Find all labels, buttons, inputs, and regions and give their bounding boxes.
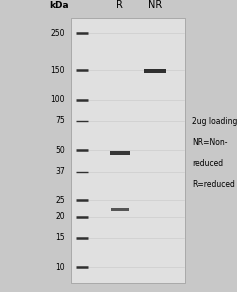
Text: 100: 100 — [51, 95, 65, 104]
Text: R=reduced: R=reduced — [192, 180, 235, 189]
Text: kDa: kDa — [49, 1, 69, 10]
Text: 250: 250 — [51, 29, 65, 38]
Bar — [109, 151, 130, 155]
Text: R: R — [116, 0, 123, 10]
Text: 25: 25 — [55, 196, 65, 205]
Text: 75: 75 — [55, 116, 65, 125]
Text: 50: 50 — [55, 146, 65, 154]
Text: 20: 20 — [55, 212, 65, 221]
Bar — [71, 18, 185, 283]
Text: 37: 37 — [55, 168, 65, 176]
Text: 15: 15 — [55, 233, 65, 242]
Bar — [144, 69, 166, 73]
Bar — [111, 208, 128, 211]
Text: NR: NR — [148, 0, 162, 10]
Text: reduced: reduced — [192, 159, 223, 168]
Text: 2ug loading: 2ug loading — [192, 117, 237, 126]
Text: NR=Non-: NR=Non- — [192, 138, 228, 147]
Text: 10: 10 — [55, 263, 65, 272]
Text: 150: 150 — [51, 66, 65, 75]
